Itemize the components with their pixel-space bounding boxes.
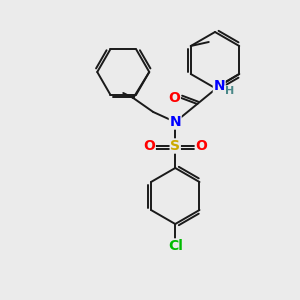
Text: N: N bbox=[169, 115, 181, 129]
Text: O: O bbox=[195, 139, 207, 153]
Text: S: S bbox=[170, 139, 180, 153]
Text: O: O bbox=[168, 91, 180, 105]
Text: Cl: Cl bbox=[168, 239, 183, 253]
Text: O: O bbox=[143, 139, 155, 153]
Text: H: H bbox=[225, 86, 234, 96]
Text: N: N bbox=[213, 79, 225, 93]
